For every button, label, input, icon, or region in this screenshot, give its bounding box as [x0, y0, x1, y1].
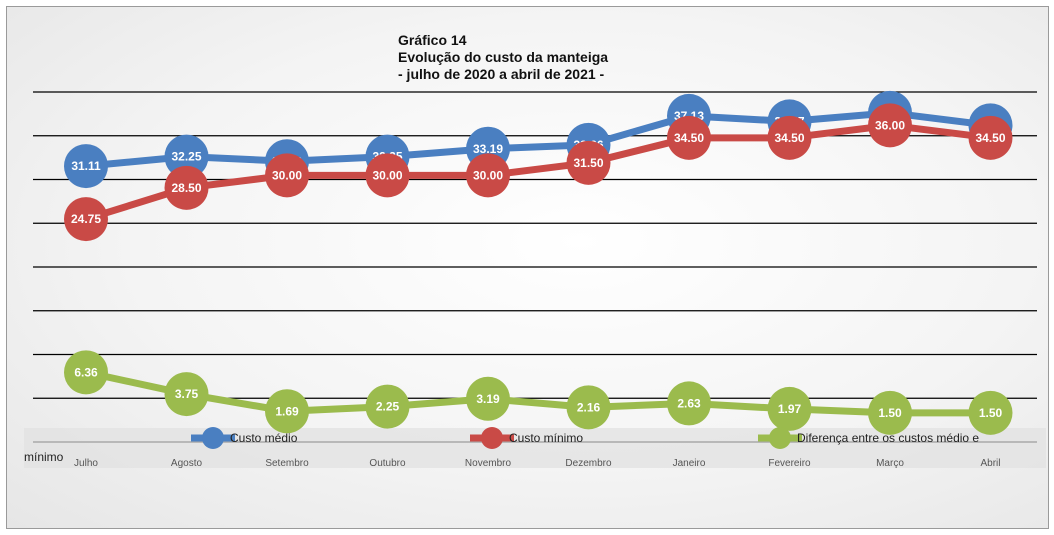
data-label: 1.97 — [778, 402, 802, 416]
legend-label-wrap: mínimo — [24, 450, 64, 464]
data-point — [64, 350, 108, 395]
data-point — [968, 115, 1013, 160]
data-label: 32.25 — [171, 150, 201, 164]
data-label: 31.50 — [573, 156, 603, 170]
data-label: 2.63 — [677, 396, 701, 410]
data-label: 24.75 — [71, 212, 101, 226]
data-label: 6.36 — [74, 365, 98, 379]
data-point — [365, 384, 410, 429]
data-label: 3.75 — [175, 387, 199, 401]
series-line-1 — [84, 121, 991, 223]
data-point — [667, 381, 711, 426]
data-label: 34.50 — [674, 131, 704, 145]
data-point — [566, 140, 611, 185]
x-tick-label: Janeiro — [673, 458, 706, 469]
series-line-0 — [85, 109, 991, 170]
data-point — [767, 386, 812, 431]
x-tick-label: Novembro — [465, 458, 512, 469]
data-point — [365, 153, 410, 198]
data-point — [767, 115, 812, 160]
data-label: 30.00 — [473, 168, 503, 182]
data-point — [466, 376, 510, 421]
data-point — [164, 165, 209, 210]
chart-title-line-3: - julho de 2020 a abril de 2021 - — [398, 66, 605, 82]
legend-marker — [202, 427, 224, 449]
x-tick-label: Dezembro — [565, 458, 612, 469]
legend-marker — [481, 427, 503, 449]
data-point — [566, 385, 611, 430]
x-tick-label: Agosto — [171, 458, 203, 469]
data-label: 34.50 — [774, 131, 804, 145]
legend-label: Custo médio — [230, 431, 298, 445]
data-point — [868, 390, 912, 435]
chart-title-line-1: Gráfico 14 — [398, 32, 467, 48]
data-label: 28.50 — [171, 181, 201, 195]
data-label: 1.50 — [878, 406, 902, 420]
legend-marker — [769, 427, 791, 449]
x-tick-label: Abril — [980, 458, 1000, 469]
chart-title-line-2: Evolução do custo da manteiga — [398, 49, 609, 65]
data-label: 1.69 — [275, 404, 299, 418]
x-tick-label: Março — [876, 458, 904, 469]
data-label: 3.19 — [476, 392, 500, 406]
data-point — [667, 115, 711, 160]
x-tick-label: Setembro — [265, 458, 309, 469]
data-label: 33.19 — [473, 142, 503, 156]
data-label: 2.25 — [376, 400, 400, 414]
data-point — [265, 389, 309, 434]
data-label: 2.16 — [577, 400, 601, 414]
data-point — [64, 197, 108, 242]
data-label: 34.50 — [975, 131, 1005, 145]
data-point — [466, 153, 510, 198]
data-label: 1.50 — [979, 406, 1003, 420]
data-label: 30.00 — [272, 168, 302, 182]
data-point — [164, 134, 209, 179]
data-point — [164, 372, 209, 417]
legend-label: Custo mínimo — [509, 431, 583, 445]
legend-label: Diferença entre os custos médio e — [797, 431, 979, 445]
chart-title: Gráfico 14 Evolução do custo da manteiga… — [398, 32, 608, 83]
x-tick-label: Outubro — [369, 458, 406, 469]
data-label: 30.00 — [372, 168, 402, 182]
data-point — [968, 390, 1013, 435]
x-tick-label: Julho — [74, 458, 98, 469]
data-point — [265, 153, 309, 198]
data-point — [64, 144, 108, 189]
data-point — [868, 103, 912, 148]
x-tick-label: Fevereiro — [768, 458, 811, 469]
series-line-2 — [85, 368, 991, 417]
data-label: 31.11 — [71, 159, 101, 173]
data-label: 36.00 — [875, 118, 905, 132]
